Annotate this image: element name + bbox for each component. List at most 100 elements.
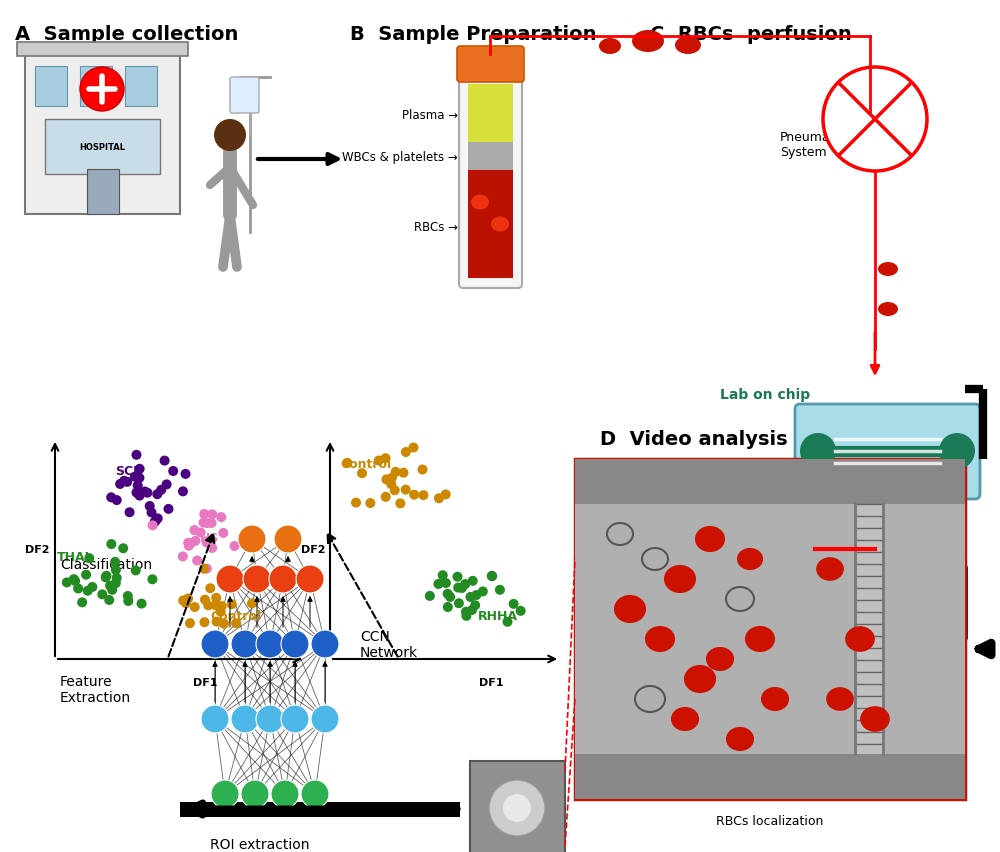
Circle shape xyxy=(140,487,150,497)
Text: Pneumatic
System: Pneumatic System xyxy=(780,131,846,158)
Circle shape xyxy=(219,619,229,629)
FancyBboxPatch shape xyxy=(87,170,119,215)
Circle shape xyxy=(207,544,217,553)
Circle shape xyxy=(468,576,478,586)
Circle shape xyxy=(137,599,147,609)
Ellipse shape xyxy=(707,648,733,671)
Text: A  Sample collection: A Sample collection xyxy=(15,25,238,44)
Circle shape xyxy=(77,597,87,607)
Circle shape xyxy=(156,486,166,495)
Circle shape xyxy=(256,630,284,659)
Circle shape xyxy=(453,572,463,582)
Circle shape xyxy=(135,491,145,501)
Ellipse shape xyxy=(491,217,509,233)
FancyBboxPatch shape xyxy=(45,120,160,175)
Text: RBCs →: RBCs → xyxy=(414,220,458,233)
FancyBboxPatch shape xyxy=(468,85,513,143)
Circle shape xyxy=(401,447,411,458)
Circle shape xyxy=(111,579,121,589)
Circle shape xyxy=(271,780,299,808)
Circle shape xyxy=(80,68,124,112)
Circle shape xyxy=(110,557,120,567)
Circle shape xyxy=(148,521,158,531)
Ellipse shape xyxy=(738,550,762,569)
Circle shape xyxy=(425,591,435,602)
Ellipse shape xyxy=(696,527,724,551)
Ellipse shape xyxy=(675,37,701,55)
FancyBboxPatch shape xyxy=(180,802,460,817)
Circle shape xyxy=(461,607,471,617)
Circle shape xyxy=(223,577,233,587)
Circle shape xyxy=(125,508,135,518)
Circle shape xyxy=(87,582,97,592)
Ellipse shape xyxy=(878,302,898,317)
Circle shape xyxy=(216,566,244,593)
Circle shape xyxy=(381,453,391,463)
FancyBboxPatch shape xyxy=(125,67,157,106)
Circle shape xyxy=(107,585,117,595)
Circle shape xyxy=(207,518,217,528)
Circle shape xyxy=(153,514,163,524)
Circle shape xyxy=(342,458,352,469)
Circle shape xyxy=(123,596,133,607)
Circle shape xyxy=(433,579,443,590)
Circle shape xyxy=(461,611,471,621)
Circle shape xyxy=(387,473,397,483)
Circle shape xyxy=(131,566,141,576)
FancyBboxPatch shape xyxy=(468,170,513,279)
Text: CCN
Network: CCN Network xyxy=(360,629,418,659)
Circle shape xyxy=(401,485,411,495)
Circle shape xyxy=(231,705,259,733)
Circle shape xyxy=(199,564,209,574)
FancyBboxPatch shape xyxy=(470,761,565,852)
Circle shape xyxy=(478,587,488,596)
Text: WBCs & platelets →: WBCs & platelets → xyxy=(342,150,458,164)
Circle shape xyxy=(241,780,269,808)
Text: DF2: DF2 xyxy=(300,544,325,555)
Circle shape xyxy=(115,480,125,489)
Circle shape xyxy=(470,601,480,611)
Circle shape xyxy=(214,120,246,152)
Circle shape xyxy=(386,480,396,490)
Circle shape xyxy=(183,594,193,604)
Ellipse shape xyxy=(615,596,645,622)
FancyBboxPatch shape xyxy=(25,55,180,215)
Circle shape xyxy=(216,607,226,617)
Circle shape xyxy=(142,488,152,498)
Circle shape xyxy=(205,584,215,594)
Circle shape xyxy=(73,584,83,594)
Circle shape xyxy=(152,490,162,499)
Circle shape xyxy=(118,544,128,554)
Circle shape xyxy=(190,602,200,613)
Circle shape xyxy=(101,573,111,583)
Circle shape xyxy=(465,592,475,602)
Circle shape xyxy=(134,474,144,483)
Circle shape xyxy=(181,598,191,608)
Circle shape xyxy=(199,509,209,520)
Text: Lab on chip: Lab on chip xyxy=(720,388,810,401)
Circle shape xyxy=(190,536,200,546)
Circle shape xyxy=(147,574,157,584)
Circle shape xyxy=(391,467,401,477)
Circle shape xyxy=(351,498,361,508)
Text: ROI extraction: ROI extraction xyxy=(210,837,310,851)
Circle shape xyxy=(101,571,111,581)
Circle shape xyxy=(183,538,193,548)
Text: Control: Control xyxy=(210,610,261,623)
Circle shape xyxy=(130,472,140,482)
Circle shape xyxy=(311,630,339,659)
Text: Control: Control xyxy=(340,458,391,470)
Circle shape xyxy=(211,593,221,603)
Circle shape xyxy=(441,490,451,500)
Text: Time Lapse
Microscopy: Time Lapse Microscopy xyxy=(720,529,799,560)
Circle shape xyxy=(133,481,143,491)
Text: Classification: Classification xyxy=(60,557,152,572)
Circle shape xyxy=(503,794,531,822)
Circle shape xyxy=(495,585,505,596)
Text: Feature
Extraction: Feature Extraction xyxy=(60,674,131,705)
Circle shape xyxy=(408,443,418,453)
Circle shape xyxy=(489,780,545,836)
Circle shape xyxy=(202,519,212,528)
Circle shape xyxy=(395,498,405,509)
Ellipse shape xyxy=(861,707,889,731)
